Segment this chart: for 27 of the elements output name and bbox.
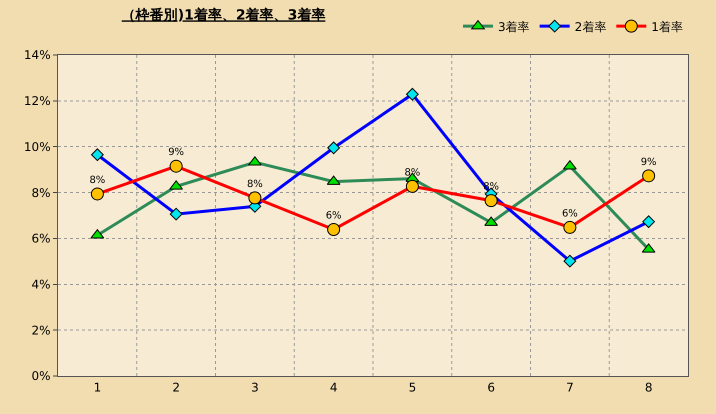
y-tick-label: 10% [24,140,51,154]
y-tick-label: 6% [32,232,51,246]
chart-title: （枠番別)1着率、2着率、3着率 [122,6,326,24]
x-tick-label: 8 [644,380,652,394]
legend-label: 2着率 [574,20,606,34]
legend-label: 1着率 [651,20,683,34]
x-tick-label: 5 [408,380,416,394]
y-tick-label: 12% [24,94,51,108]
data-label: 8% [246,178,263,190]
data-label: 8% [404,167,420,178]
legend-label: 3着率 [498,20,530,34]
x-tick-label: 4 [330,380,338,394]
data-label: 8% [89,174,106,186]
y-tick-label: 4% [32,277,51,292]
data-label: 6% [562,208,578,220]
y-tick-label: 2% [32,323,51,338]
x-tick-label: 2 [172,380,180,394]
x-tick-label: 3 [251,380,259,394]
x-tick-label: 7 [566,380,574,394]
y-tick-label: 14% [24,48,51,62]
x-tick-label: 1 [94,380,102,394]
y-tick-label: 8% [32,186,51,200]
data-label: 9% [640,156,657,168]
x-tick-label: 6 [487,380,495,394]
y-tick-label: 0% [32,369,51,384]
data-label: 9% [168,147,184,158]
data-label: 6% [326,210,342,222]
